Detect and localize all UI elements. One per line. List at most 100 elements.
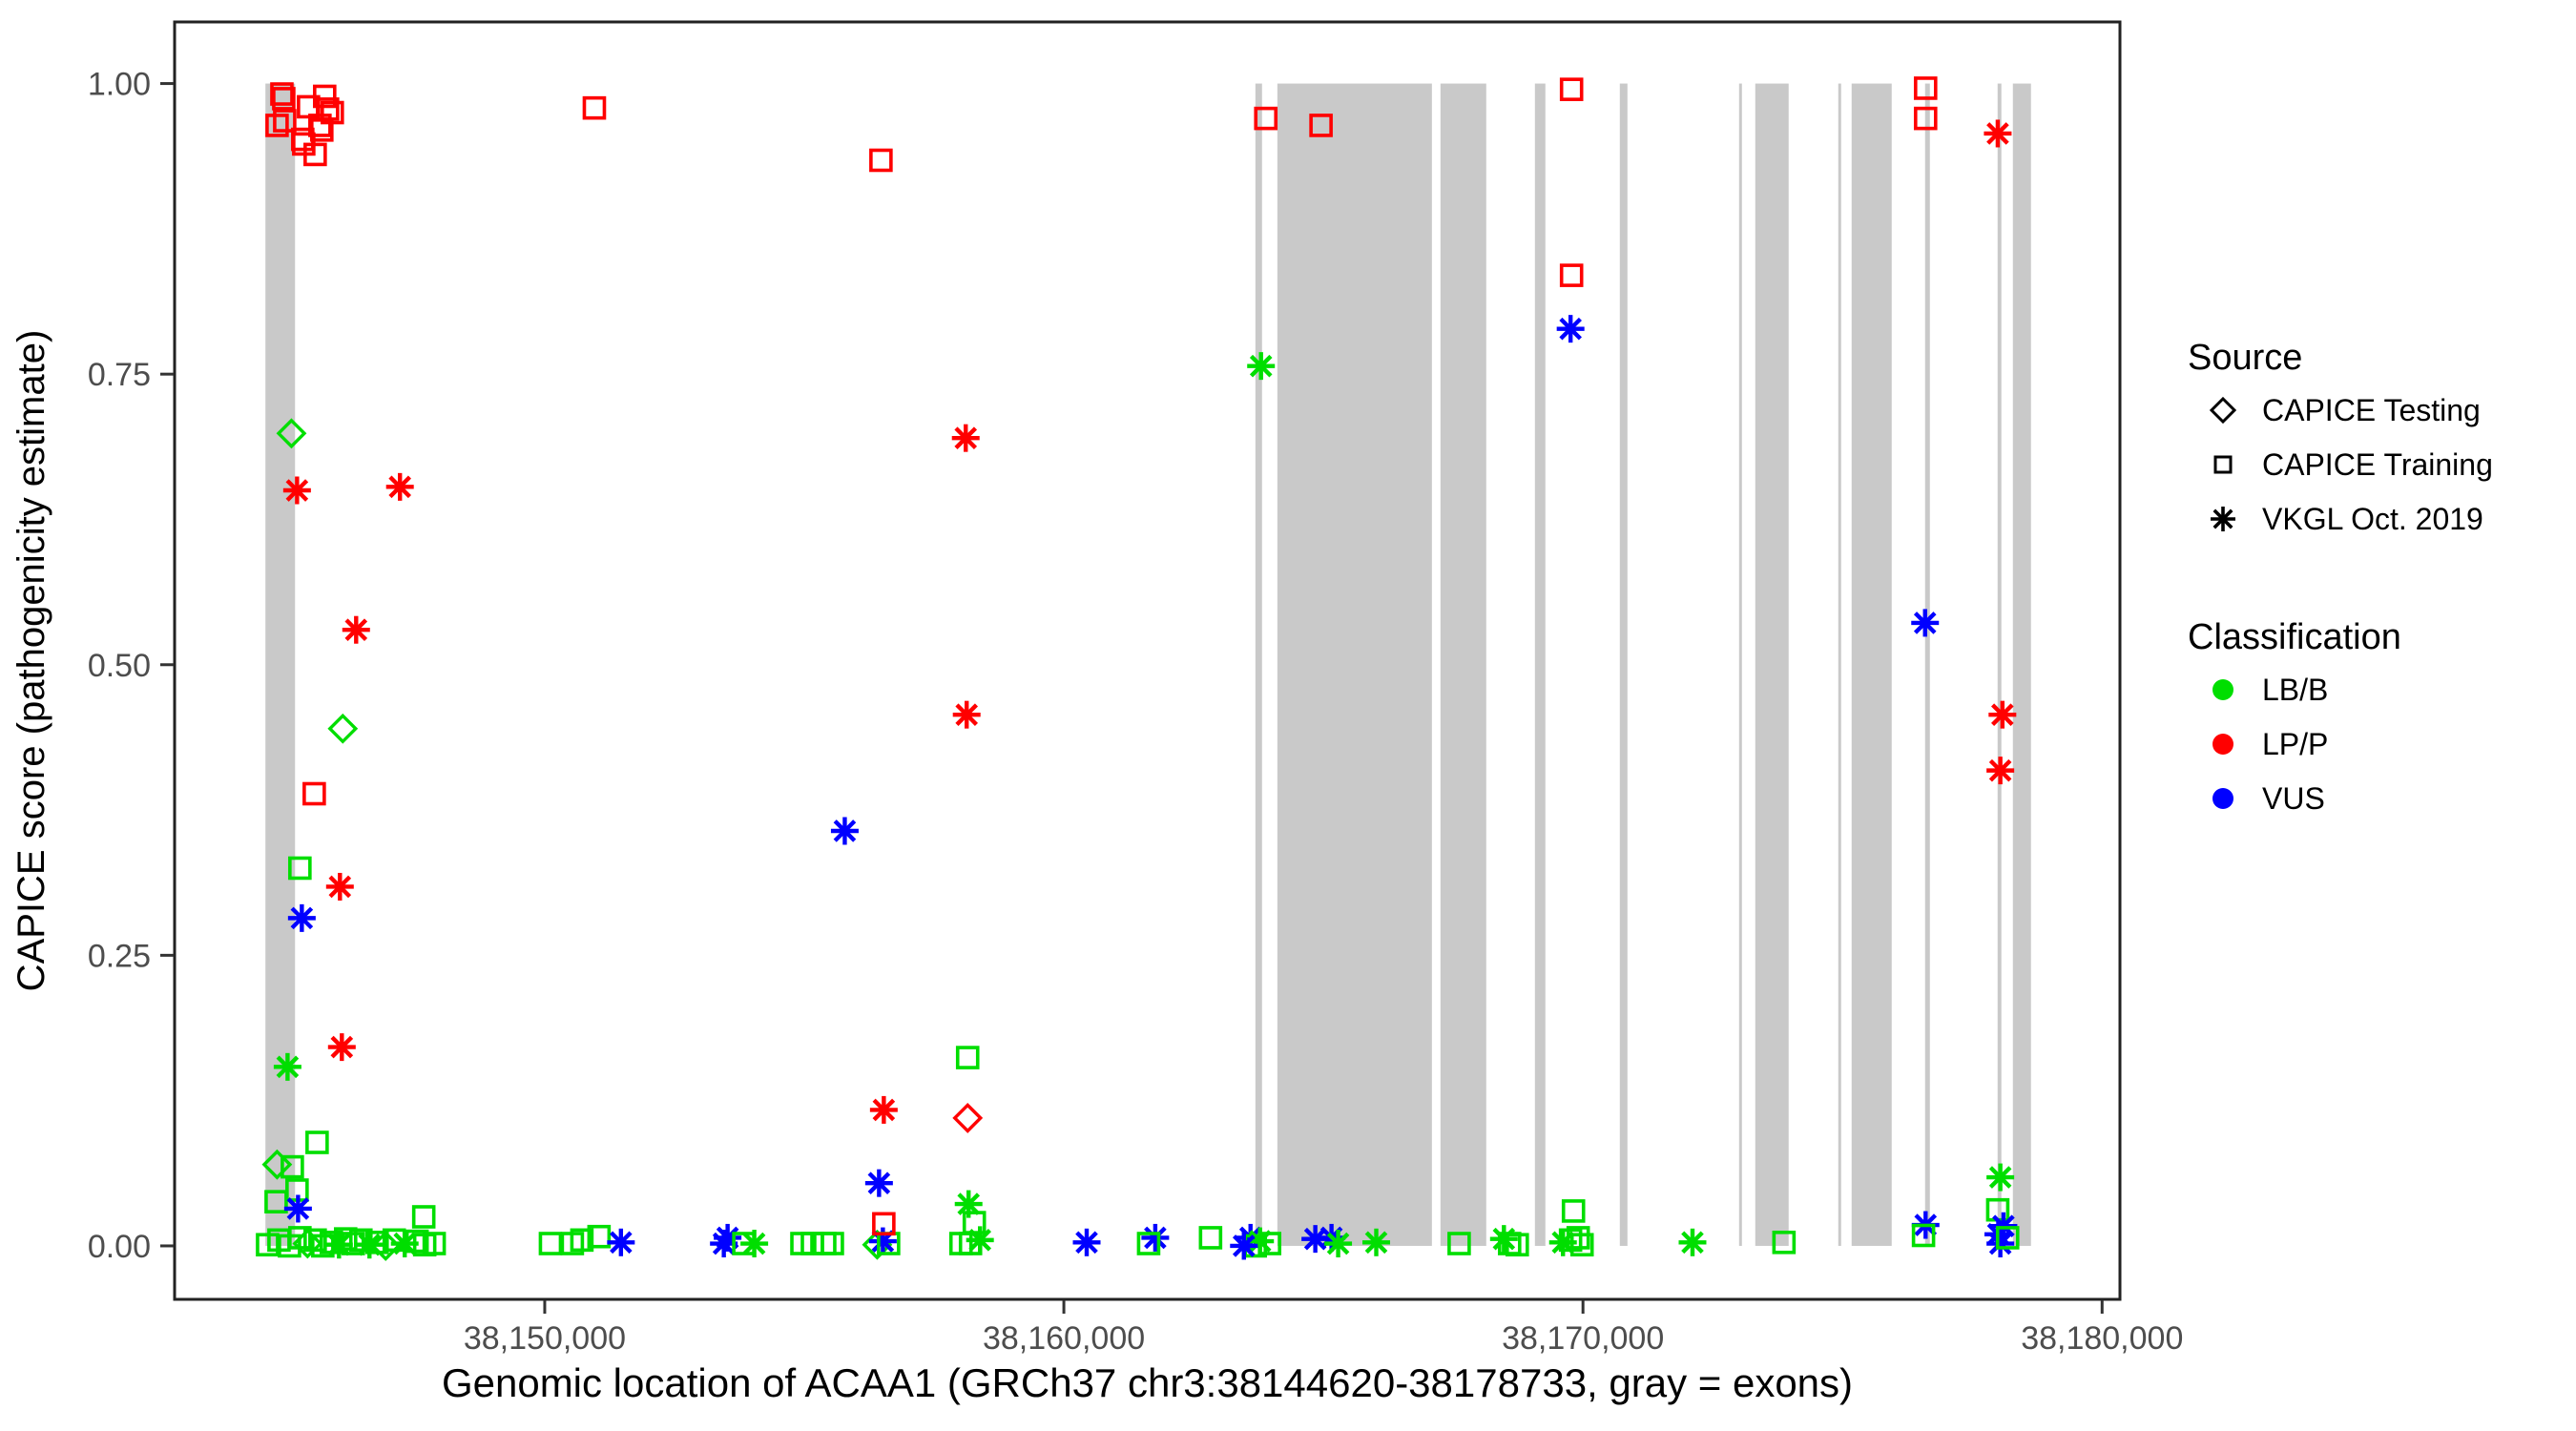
data-point xyxy=(954,1190,983,1218)
data-point xyxy=(869,148,893,173)
legend-classification-block: Classification LB/B LP/P VUS xyxy=(2188,615,2569,826)
asterisk-icon xyxy=(2211,507,2235,531)
data-point xyxy=(292,1228,323,1259)
data-point xyxy=(538,1232,563,1255)
data-point xyxy=(272,87,296,111)
legend-classification-item-label-1: LP/P xyxy=(2262,727,2329,761)
legend-source-item-glyph-2 xyxy=(2188,492,2251,547)
x-tick-label: 38,180,000 xyxy=(2021,1320,2183,1357)
exon-band xyxy=(2012,83,2031,1246)
data-point xyxy=(864,1169,893,1197)
exon-band xyxy=(1755,83,1789,1246)
data-point xyxy=(1230,1232,1258,1260)
legend-source-item-label-2: VKGL Oct. 2019 xyxy=(2262,502,2483,536)
data-point xyxy=(607,1228,635,1256)
dot-icon xyxy=(2212,788,2233,809)
data-point xyxy=(270,82,294,106)
legend-source-item-label-0: CAPICE Testing xyxy=(2262,393,2481,427)
legend-classification-items: LB/B LP/P VUS xyxy=(2188,663,2569,826)
data-point xyxy=(302,781,326,806)
data-point xyxy=(1995,1226,2020,1250)
diamond-icon xyxy=(2209,396,2237,425)
exon-band xyxy=(1838,83,1841,1246)
exon-band xyxy=(1619,83,1628,1246)
data-point xyxy=(1913,106,1938,131)
legend-classification-title: Classification xyxy=(2188,617,2401,657)
data-point xyxy=(1561,1199,1586,1223)
legend-classification-item-0: LB/B xyxy=(2188,663,2569,717)
legend-source-item-glyph-0 xyxy=(2188,384,2251,438)
exon-band xyxy=(265,83,296,1246)
data-point xyxy=(1141,1223,1170,1252)
data-point xyxy=(869,1095,898,1124)
panel-border xyxy=(173,20,2122,1301)
data-point xyxy=(1772,1230,1797,1255)
exon-band xyxy=(1851,83,1892,1246)
data-point xyxy=(405,1229,429,1254)
legend-classification-item-glyph-2 xyxy=(2188,772,2251,826)
x-axis-title: Genomic location of ACAA1 (GRCh37 chr3:3… xyxy=(442,1360,1853,1405)
legend-source-item-2: VKGL Oct. 2019 xyxy=(2188,492,2569,547)
data-point xyxy=(327,1033,356,1062)
legend-classification-item-label-2: VUS xyxy=(2262,781,2325,816)
data-point xyxy=(714,1223,742,1252)
exon-band xyxy=(1997,83,2002,1246)
data-point xyxy=(280,1154,304,1179)
data-point xyxy=(333,1227,358,1251)
data-point xyxy=(1072,1228,1101,1256)
data-point xyxy=(324,1231,353,1259)
y-tick-label: 0.25 xyxy=(88,938,151,974)
data-point xyxy=(1136,1232,1161,1255)
data-point xyxy=(1447,1232,1471,1255)
legend-source-title: Source xyxy=(2188,338,2303,378)
data-point xyxy=(570,1228,594,1253)
data-point xyxy=(1678,1228,1707,1256)
y-tick-label: 0.00 xyxy=(88,1229,151,1265)
data-point xyxy=(1569,1233,1594,1257)
exon-band xyxy=(1440,83,1486,1246)
x-tick-label: 38,150,000 xyxy=(464,1320,626,1357)
exon-band xyxy=(1277,83,1432,1246)
square-icon xyxy=(2213,455,2233,474)
data-point xyxy=(273,1052,301,1081)
data-point xyxy=(287,903,316,932)
legend-classification-item-1: LP/P xyxy=(2188,717,2569,772)
data-point xyxy=(273,109,297,133)
x-tick-label: 38,170,000 xyxy=(1502,1320,1664,1357)
data-point xyxy=(1257,1232,1281,1255)
data-point xyxy=(313,84,337,109)
data-point xyxy=(303,142,327,167)
data-point xyxy=(265,114,289,137)
legend-source-item-0: CAPICE Testing xyxy=(2188,384,2569,438)
legend-source-items: CAPICE Testing CAPICE Training VKGL Oct. 2… xyxy=(2188,384,2569,547)
data-point xyxy=(342,615,370,644)
dot-icon xyxy=(2212,679,2233,700)
data-point xyxy=(1505,1233,1529,1257)
legend-source-item-1: CAPICE Training xyxy=(2188,438,2569,492)
data-point xyxy=(1247,352,1276,381)
legend-classification-item-glyph-0 xyxy=(2188,663,2251,717)
exon-band xyxy=(1255,83,1262,1246)
data-point xyxy=(1309,114,1333,137)
data-point xyxy=(1254,106,1278,131)
data-point xyxy=(305,1130,329,1154)
y-tick-label: 0.50 xyxy=(88,648,151,684)
plot-panel xyxy=(175,22,2120,1299)
dot-icon xyxy=(2212,734,2233,755)
exon-band xyxy=(1738,83,1742,1246)
data-point xyxy=(276,418,307,449)
legend-classification-item-glyph-1 xyxy=(2188,717,2251,772)
exon-band xyxy=(1924,83,1930,1246)
data-point xyxy=(1556,315,1585,343)
data-point xyxy=(952,700,981,729)
data-point xyxy=(1988,700,2017,729)
data-point xyxy=(261,1149,293,1180)
data-point xyxy=(1559,263,1584,287)
data-point xyxy=(282,476,311,505)
legend-classification-item-label-0: LB/B xyxy=(2262,673,2329,707)
y-tick-label: 1.00 xyxy=(88,67,151,103)
data-point xyxy=(1324,1230,1353,1258)
data-point xyxy=(966,1226,994,1255)
y-tick-label: 0.75 xyxy=(88,357,151,393)
data-point xyxy=(1986,757,2015,785)
